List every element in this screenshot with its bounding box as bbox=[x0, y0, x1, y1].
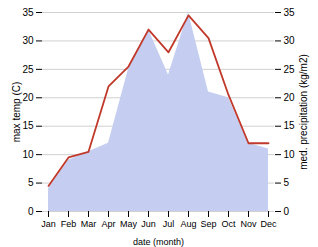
svg-text:5: 5 bbox=[28, 177, 34, 188]
svg-text:25: 25 bbox=[284, 64, 296, 75]
svg-text:35: 35 bbox=[22, 7, 34, 18]
svg-text:Apr: Apr bbox=[101, 219, 115, 229]
svg-text:Mar: Mar bbox=[81, 219, 97, 229]
svg-text:30: 30 bbox=[22, 35, 34, 46]
svg-text:May: May bbox=[120, 219, 138, 229]
svg-text:35: 35 bbox=[284, 7, 296, 18]
svg-text:Jun: Jun bbox=[141, 219, 156, 229]
svg-text:10: 10 bbox=[22, 149, 34, 160]
svg-text:20: 20 bbox=[284, 92, 296, 103]
svg-text:Dec: Dec bbox=[260, 219, 277, 229]
svg-text:max temp (C): max temp (C) bbox=[11, 82, 22, 143]
svg-text:15: 15 bbox=[22, 120, 34, 131]
svg-text:10: 10 bbox=[284, 149, 296, 160]
svg-text:Jan: Jan bbox=[41, 219, 56, 229]
svg-text:med. precipitation (kg/m2): med. precipitation (kg/m2) bbox=[298, 54, 309, 170]
svg-text:Jul: Jul bbox=[163, 219, 175, 229]
svg-text:5: 5 bbox=[284, 177, 290, 188]
svg-text:Nov: Nov bbox=[240, 219, 257, 229]
svg-text:date (month): date (month) bbox=[133, 237, 184, 247]
svg-text:0: 0 bbox=[28, 206, 34, 217]
svg-text:Feb: Feb bbox=[61, 219, 77, 229]
svg-text:15: 15 bbox=[284, 120, 296, 131]
svg-text:Oct: Oct bbox=[221, 219, 236, 229]
svg-text:20: 20 bbox=[22, 92, 34, 103]
svg-text:Sep: Sep bbox=[200, 219, 216, 229]
svg-text:Aug: Aug bbox=[180, 219, 196, 229]
svg-text:30: 30 bbox=[284, 35, 296, 46]
svg-text:0: 0 bbox=[284, 206, 290, 217]
svg-text:25: 25 bbox=[22, 64, 34, 75]
